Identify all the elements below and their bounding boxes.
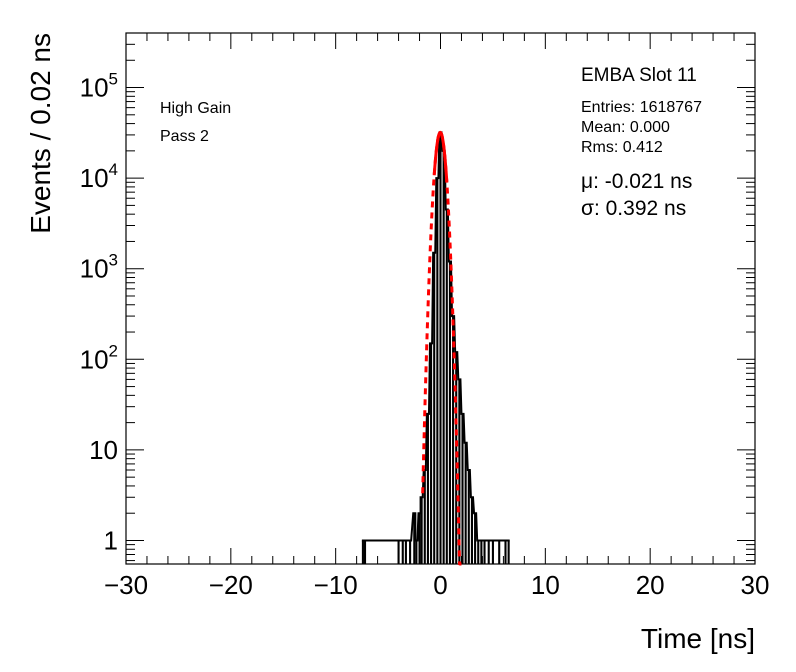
y-tick-label: 103: [80, 251, 118, 284]
y-axis-tick-labels: 1 10 102 103 104 105: [80, 70, 118, 556]
x-tick-label: 20: [636, 570, 665, 600]
histogram-bin: [409, 540, 412, 564]
y-tick-label: 104: [80, 160, 118, 193]
entries-label: Entries: 1618767: [581, 99, 702, 116]
histogram-bin: [491, 540, 494, 564]
x-tick-label: −10: [314, 570, 358, 600]
histogram-bin: [464, 442, 467, 564]
y-tick-label: 105: [80, 70, 118, 103]
histogram-bin: [507, 540, 510, 564]
y-axis-title: Events / 0.02 ns: [25, 33, 56, 234]
x-axis-ticks: [125, 33, 756, 564]
histogram-bin: [483, 540, 486, 564]
histogram-bin: [458, 379, 461, 564]
histogram-bin: [433, 252, 436, 564]
histogram-bin: [418, 513, 421, 564]
fit-sigma-label: σ: 0.392 ns: [581, 197, 686, 220]
gain-label: High Gain: [160, 100, 231, 117]
x-tick-label: 0: [433, 570, 447, 600]
histogram-bin: [430, 343, 433, 564]
histogram-bin: [439, 132, 442, 564]
histogram-bin: [401, 540, 404, 564]
fit-mu-label: μ: -0.021 ns: [581, 170, 692, 193]
histogram-bin: [467, 469, 470, 564]
histogram-bin: [397, 540, 400, 564]
histogram-bin: [423, 469, 426, 564]
x-tick-label: 30: [741, 570, 770, 600]
y-tick-label: 102: [80, 341, 118, 374]
x-tick-label: −30: [104, 570, 148, 600]
histogram-bin: [361, 540, 364, 564]
slot-title: EMBA Slot 11: [581, 65, 697, 86]
x-axis-tick-labels: −30 −20 −10 0 10 20 30: [104, 570, 770, 600]
histogram-bin: [420, 497, 423, 564]
histogram-bin: [455, 352, 458, 564]
histogram-bin: [448, 261, 451, 564]
histogram-bin: [504, 540, 507, 564]
fit-curve-solid: [432, 130, 449, 182]
histogram-bin: [477, 540, 480, 564]
histogram-bin: [480, 540, 483, 564]
y-tick-label: 10: [89, 435, 118, 465]
histogram-bin: [470, 497, 473, 564]
x-axis-title: Time [ns]: [641, 623, 755, 654]
y-tick-label: 1: [104, 525, 118, 555]
histogram-bin: [461, 413, 464, 564]
histogram-bin: [445, 209, 448, 564]
histogram-bin: [426, 413, 429, 564]
histogram-bin: [363, 540, 367, 564]
histogram-bin: [498, 540, 501, 564]
pass-label: Pass 2: [160, 128, 209, 145]
histogram-outline: [361, 131, 510, 542]
histogram-bin: [474, 513, 477, 564]
histogram-bin: [436, 178, 439, 564]
mean-label: Mean: 0.000: [581, 119, 670, 136]
x-tick-label: −20: [209, 570, 253, 600]
histogram-series: [361, 131, 510, 564]
histogram-bin: [415, 540, 418, 564]
histogram-bin: [404, 540, 407, 564]
histogram-bin: [487, 540, 490, 564]
histogram-bin: [442, 150, 445, 564]
y-axis-ticks: [126, 32, 755, 562]
histogram-bin: [452, 316, 455, 564]
gaussian-fit: [421, 130, 462, 566]
rms-label: Rms: 0.412: [581, 139, 663, 156]
histogram-bin: [413, 513, 416, 564]
x-tick-label: 10: [531, 570, 560, 600]
